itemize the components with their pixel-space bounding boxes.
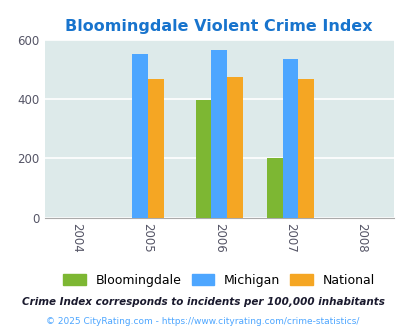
Text: © 2025 CityRating.com - https://www.cityrating.com/crime-statistics/: © 2025 CityRating.com - https://www.city…: [46, 317, 359, 326]
Bar: [147, 79, 163, 218]
Title: Bloomingdale Violent Crime Index: Bloomingdale Violent Crime Index: [65, 19, 372, 34]
Legend: Bloomingdale, Michigan, National: Bloomingdale, Michigan, National: [58, 269, 379, 292]
Bar: [132, 54, 147, 218]
Text: Crime Index corresponds to incidents per 100,000 inhabitants: Crime Index corresponds to incidents per…: [21, 297, 384, 307]
Bar: [195, 100, 211, 218]
Bar: [282, 59, 298, 218]
Bar: [266, 158, 282, 218]
Bar: [298, 79, 313, 218]
Bar: [226, 77, 242, 218]
Bar: [211, 50, 226, 218]
